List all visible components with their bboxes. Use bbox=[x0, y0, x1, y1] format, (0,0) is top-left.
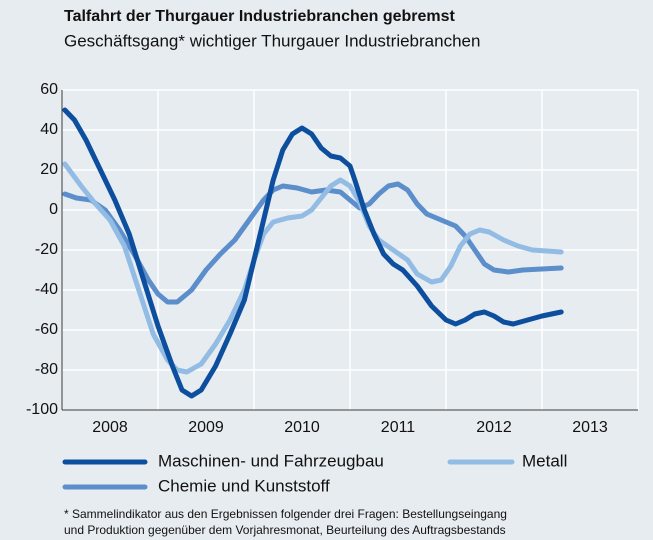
x-tick-label: 2008 bbox=[92, 419, 128, 436]
series-line bbox=[62, 181, 564, 305]
series-line bbox=[62, 161, 564, 375]
footnote: * Sammelindikator aus den Ergebnissen fo… bbox=[64, 507, 507, 521]
legend-label: Metall bbox=[522, 451, 567, 470]
y-tick-label: 40 bbox=[40, 121, 58, 138]
y-tick-label: -20 bbox=[35, 241, 58, 258]
x-tick-label: 2011 bbox=[381, 419, 416, 436]
x-tick-label: 2013 bbox=[572, 419, 608, 436]
chart-title: Talfahrt der Thurgauer Industriebranchen… bbox=[64, 8, 456, 25]
y-tick-label: -60 bbox=[35, 321, 58, 338]
series-line bbox=[62, 107, 564, 399]
y-tick-label: 20 bbox=[40, 161, 58, 178]
footnote: und Produktion gegenüber dem Vorjahresmo… bbox=[64, 523, 506, 537]
y-tick-label: -80 bbox=[35, 361, 58, 378]
legend-label: Maschinen- und Fahrzeugbau bbox=[158, 451, 384, 470]
x-tick-label: 2009 bbox=[188, 419, 224, 436]
y-tick-label: -100 bbox=[26, 401, 58, 418]
legend-label: Chemie und Kunststoff bbox=[158, 476, 330, 495]
x-tick-label: 2010 bbox=[284, 419, 320, 436]
y-tick-label: 0 bbox=[49, 201, 58, 218]
chart-subtitle: Geschäftsgang* wichtiger Thurgauer Indus… bbox=[64, 31, 480, 50]
x-tick-label: 2012 bbox=[476, 419, 512, 436]
y-tick-label: -40 bbox=[35, 281, 58, 298]
y-tick-label: 60 bbox=[40, 81, 58, 98]
